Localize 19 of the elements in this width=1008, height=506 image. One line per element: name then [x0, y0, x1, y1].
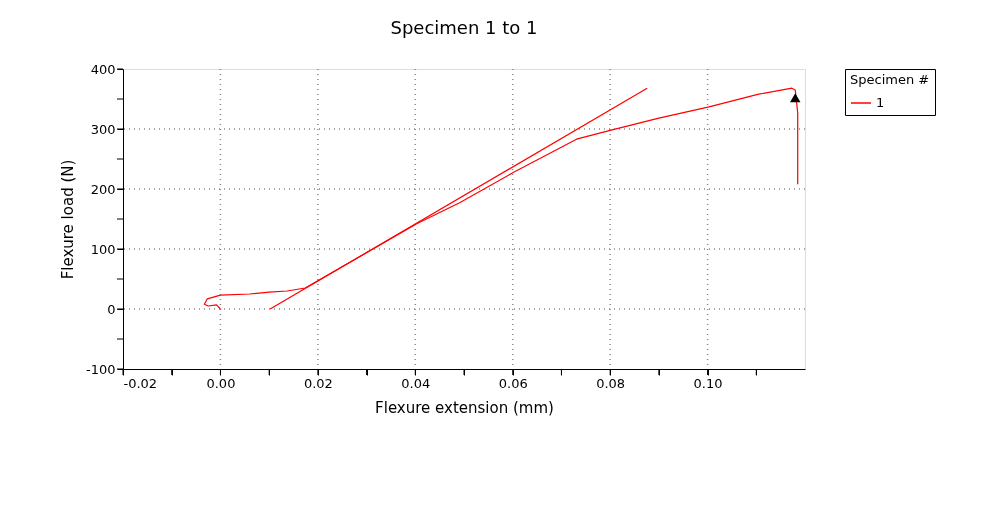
x-tick-label: 0.08: [596, 375, 626, 391]
y-tick-label: 300: [90, 121, 116, 137]
x-axis-title: Flexure extension (mm): [375, 398, 554, 417]
x-tick-label: 0.06: [498, 375, 528, 391]
y-tick-label: 200: [90, 181, 116, 197]
y-tick-label: -100: [85, 361, 116, 377]
x-tick-label: 0.10: [693, 375, 723, 391]
y-tick-label: 100: [90, 241, 116, 257]
legend-title: Specimen #: [850, 72, 930, 87]
chart-title: Specimen 1 to 1: [390, 17, 538, 38]
y-axis-title: Flexure load (N): [59, 159, 77, 280]
x-tick-label: 0.00: [206, 375, 236, 391]
x-tick-label: 0.04: [401, 375, 431, 391]
x-tick-label: 0.02: [303, 375, 333, 391]
legend-label: 1: [876, 95, 885, 110]
y-tick-label: 0: [107, 301, 116, 317]
x-tick-label: -0.02: [123, 375, 158, 391]
y-tick-label: 400: [90, 61, 116, 77]
line-series: [203, 87, 799, 310]
